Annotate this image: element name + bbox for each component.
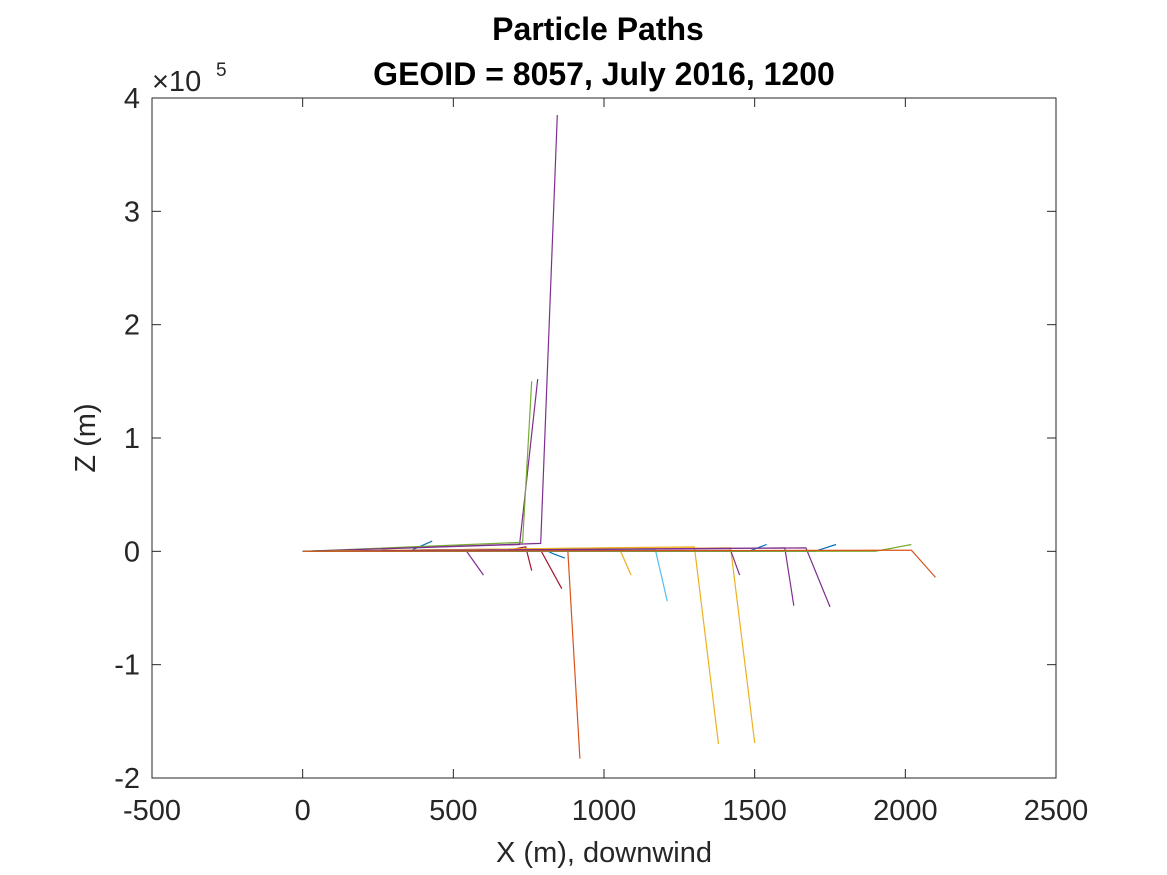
chart-title-line-2: GEOID = 8057, July 2016, 1200 [373,56,835,92]
x-tick-label: 0 [295,795,311,827]
particle-path-3 [302,548,484,576]
particle-path-10 [302,549,581,759]
particle-path-18 [302,547,831,608]
x-tick-label: 2500 [1024,795,1089,827]
axes-box [151,97,1057,779]
y-axis-label: Z (m) [70,403,102,472]
particle-path-12 [302,548,668,602]
y-tick-label: 3 [124,196,140,228]
x-axis-label: X (m), downwind [496,837,712,869]
x-tick-label: 2000 [873,795,938,827]
particle-path-8 [302,549,563,589]
y-tick-label: 0 [124,536,140,568]
x-tick-label: 1500 [722,795,787,827]
chart-title-line-1: Particle Paths [492,11,704,47]
x-tick-label: 1000 [572,795,637,827]
plot-lines-group [302,114,936,759]
x-tick-label: -500 [123,795,181,827]
particle-path-17 [302,547,795,606]
particle-path-21 [302,549,936,578]
y-exponent-base: ×10 [152,66,201,98]
particle-path-13 [302,546,720,745]
axis-ticks-group [151,97,1057,779]
x-tick-label: 500 [429,795,477,827]
particle-path-15 [302,549,741,576]
y-tick-label: 1 [124,423,140,455]
y-tick-label: 2 [124,310,140,342]
particle-path-6 [302,381,533,552]
y-tick-label: -1 [114,650,140,682]
y-tick-label: 4 [124,83,140,115]
tick-labels-group: -500 0 500 1000 1500 2000 2500 -2 -1 0 1 2 3 4 [114,83,1088,827]
particle-path-14 [302,547,756,743]
y-tick-label: -2 [114,763,140,795]
particle-path-5 [302,379,539,552]
y-exponent-power: 5 [216,60,227,81]
y-axis-exponent-label: ×10 5 [152,60,227,98]
particle-path-7 [302,114,558,552]
